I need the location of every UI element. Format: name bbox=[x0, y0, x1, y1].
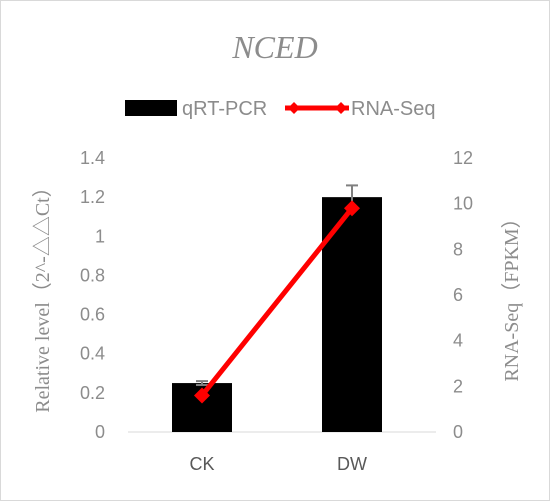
error-bar-ck bbox=[196, 380, 208, 387]
chart-title: NCED bbox=[231, 29, 317, 65]
legend-line-label: RNA-Seq bbox=[351, 98, 435, 120]
right-axis-tick-label: 6 bbox=[453, 285, 463, 305]
left-y-axis-ticks: 0 0.2 0.4 0.6 0.8 1 1.2 1.4 bbox=[80, 148, 105, 442]
right-axis-tick-label: 12 bbox=[453, 148, 473, 168]
legend: qRT-PCR RNA-Seq bbox=[125, 98, 435, 120]
left-axis-tick-label: 1.4 bbox=[80, 148, 105, 168]
right-axis-tick-label: 8 bbox=[453, 239, 463, 259]
line-series bbox=[194, 200, 360, 404]
left-axis-tick-label: 0 bbox=[95, 422, 105, 442]
legend-bar-swatch bbox=[125, 100, 177, 116]
right-axis-tick-label: 4 bbox=[453, 331, 463, 351]
x-axis-category-label: DW bbox=[337, 454, 367, 474]
rna-seq-line bbox=[199, 205, 355, 398]
left-axis-tick-label: 0.6 bbox=[80, 305, 105, 325]
right-axis-tick-label: 10 bbox=[453, 194, 473, 214]
left-axis-tick-label: 0.2 bbox=[80, 383, 105, 403]
left-axis-tick-label: 1 bbox=[95, 226, 105, 246]
right-axis-tick-label: 2 bbox=[453, 376, 463, 396]
left-axis-tick-label: 1.2 bbox=[80, 187, 105, 207]
right-axis-title: RNA-Seq（FPKM） bbox=[500, 208, 523, 381]
legend-line-marker-left bbox=[288, 102, 300, 114]
left-axis-title: Relative level（2^-△△Ct） bbox=[31, 177, 54, 412]
left-axis-tick-label: 0.4 bbox=[80, 344, 105, 364]
rna-seq-point-dw bbox=[344, 200, 360, 217]
left-axis-tick-label: 0.8 bbox=[80, 265, 105, 285]
legend-line-marker-right bbox=[335, 102, 347, 114]
x-axis-category-label: CK bbox=[189, 454, 214, 474]
right-y-axis-ticks: 0 2 4 6 8 10 12 bbox=[453, 148, 473, 442]
rna-seq-point-ck bbox=[194, 387, 210, 404]
legend-bar-label: qRT-PCR bbox=[182, 98, 267, 120]
right-axis-tick-label: 0 bbox=[453, 422, 463, 442]
x-axis-categories: CK DW bbox=[189, 454, 367, 474]
